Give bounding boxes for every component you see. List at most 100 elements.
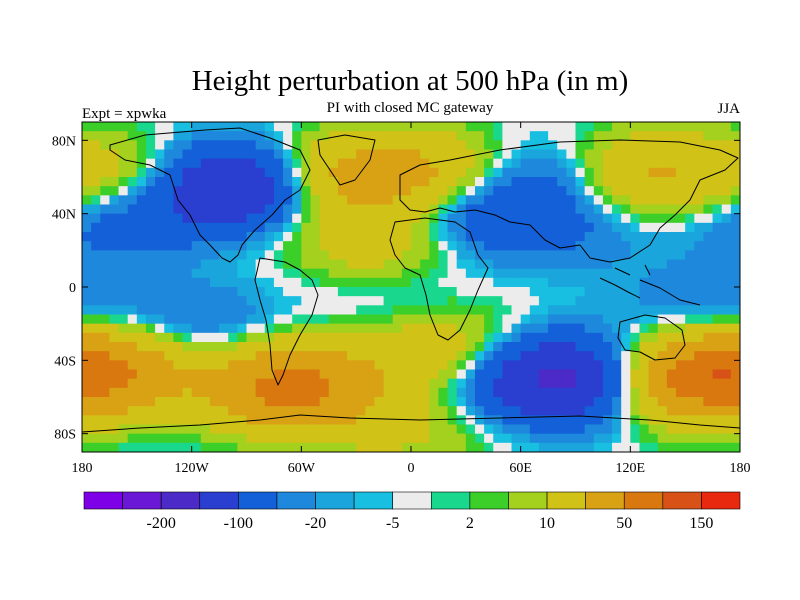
field-cell (209, 342, 220, 352)
field-cell (228, 250, 238, 261)
field-cell (630, 387, 641, 398)
field-cell (712, 287, 723, 297)
field-cell (237, 314, 248, 325)
field-cell (328, 268, 339, 279)
field-cell (310, 167, 321, 178)
field-cell (566, 296, 577, 306)
field-cell (228, 287, 238, 297)
field-cell (685, 369, 695, 380)
field-cell (237, 332, 248, 343)
field-cell (219, 424, 229, 435)
field-cell (127, 387, 138, 398)
field-cell (612, 433, 622, 444)
field-cell (310, 406, 321, 416)
field-cell (155, 433, 165, 444)
field-cell (502, 387, 513, 398)
field-cell (347, 204, 357, 215)
field-cell (447, 351, 458, 361)
field-cell (657, 323, 668, 334)
field-cell (730, 351, 740, 361)
field-cell (566, 204, 577, 215)
field-cell (566, 195, 577, 206)
field-cell (109, 415, 120, 426)
field-cell (347, 158, 357, 169)
field-cell (602, 442, 613, 452)
field-cell (246, 259, 257, 270)
field-cell (465, 186, 476, 196)
field-cell (703, 296, 714, 306)
field-cell (273, 177, 284, 187)
field-cell (730, 415, 740, 426)
field-cell (593, 177, 604, 187)
field-cell (648, 177, 659, 187)
field-cell (511, 314, 522, 325)
field-cell (602, 351, 613, 361)
field-cell (465, 277, 476, 288)
field-cell (666, 415, 677, 426)
field-cell (109, 268, 120, 279)
field-cell (484, 369, 494, 380)
field-cell (155, 131, 165, 141)
field-cell (676, 415, 686, 426)
y-tick-label: 0 (69, 281, 76, 296)
field-cell (310, 296, 321, 306)
field-cell (703, 369, 714, 380)
field-cell (374, 259, 385, 270)
field-cell (182, 323, 193, 334)
field-cell (145, 332, 156, 343)
field-cell (209, 378, 220, 389)
field-cell (228, 241, 238, 251)
field-cell (127, 186, 138, 196)
field-cell (721, 232, 732, 242)
field-cell (82, 259, 92, 270)
field-cell (657, 314, 668, 325)
field-cell (639, 397, 650, 407)
field-cell (337, 232, 348, 242)
field-cell (264, 241, 275, 251)
field-cell (721, 158, 732, 169)
field-cell (465, 415, 476, 426)
field-cell (630, 259, 641, 270)
field-cell (676, 360, 686, 371)
field-cell (703, 323, 714, 334)
field-cell (474, 424, 485, 435)
field-cell (328, 222, 339, 233)
field-cell (155, 332, 165, 343)
field-cell (730, 259, 740, 270)
field-cell (557, 259, 567, 270)
field-cell (520, 140, 531, 151)
field-cell (292, 167, 302, 178)
field-cell (219, 406, 229, 416)
field-cell (392, 186, 403, 196)
field-cell (283, 268, 293, 279)
field-cell (392, 131, 403, 141)
field-cell (109, 287, 120, 297)
field-cell (264, 222, 275, 233)
field-cell (356, 277, 366, 288)
field-cell (347, 360, 357, 371)
field-cell (502, 131, 513, 141)
field-cell (319, 442, 330, 452)
field-cell (575, 433, 586, 444)
field-cell (301, 296, 312, 306)
field-cell (703, 241, 714, 251)
field-cell (420, 360, 430, 371)
field-cell (347, 222, 357, 233)
field-cell (191, 360, 202, 371)
field-cell (283, 406, 293, 416)
field-cell (164, 167, 174, 178)
field-cell (602, 287, 613, 297)
field-cell (136, 177, 147, 187)
field-cell (301, 277, 312, 288)
field-cell (292, 369, 302, 380)
field-cell (191, 158, 202, 169)
field-cell (730, 195, 740, 206)
field-cell (630, 314, 641, 325)
field-cell (401, 296, 412, 306)
field-cell (621, 415, 631, 426)
field-cell (511, 305, 522, 316)
field-cell (173, 378, 184, 389)
field-cell (283, 342, 293, 352)
field-cell (356, 268, 366, 279)
field-cell (712, 296, 723, 306)
